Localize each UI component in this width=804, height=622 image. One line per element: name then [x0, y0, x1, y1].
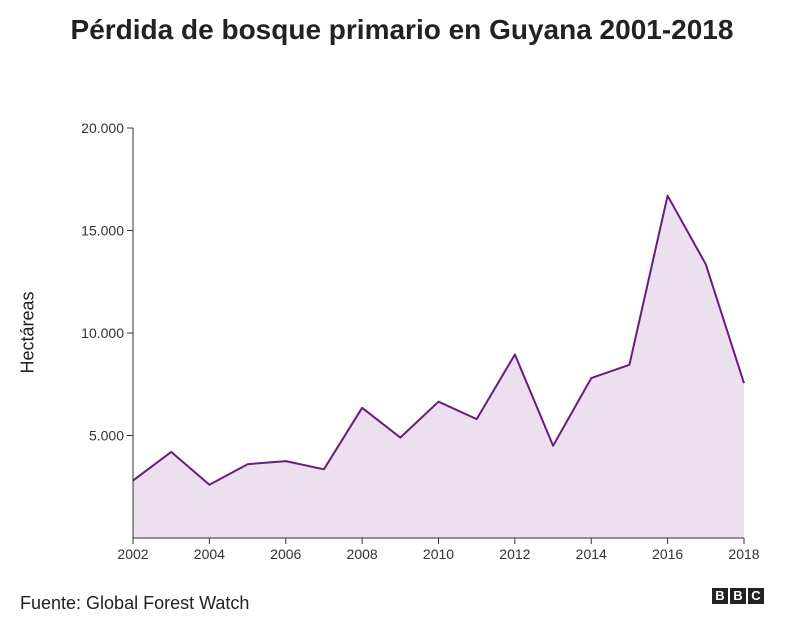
logo-letter-b1: B: [712, 588, 728, 604]
y-tick-label: 5.000: [89, 428, 124, 444]
series-line: [132, 194, 745, 486]
y-tick-label: 15.000: [81, 223, 124, 239]
x-tick-label: 2014: [576, 546, 607, 562]
chart-title: Pérdida de bosque primario en Guyana 200…: [70, 14, 734, 45]
x-tick-label: 2006: [270, 546, 301, 562]
x-tick-label: 2016: [652, 546, 683, 562]
y-tick-label: 10.000: [81, 325, 124, 341]
bbc-logo: B B C: [712, 588, 764, 604]
x-tick-label: 2012: [499, 546, 530, 562]
x-tick-label: 2018: [728, 546, 759, 562]
area-fill: [133, 195, 744, 538]
y-axis-label: Hectáreas: [17, 291, 38, 374]
x-tick-label: 2010: [423, 546, 454, 562]
logo-letter-c: C: [748, 588, 764, 604]
x-tick-label: 2004: [194, 546, 225, 562]
x-tick-label: 2002: [117, 546, 148, 562]
x-tick-label: 2008: [347, 546, 378, 562]
logo-letter-b2: B: [730, 588, 746, 604]
source-note: Fuente: Global Forest Watch: [20, 593, 250, 613]
y-tick-label: 20.000: [81, 120, 124, 136]
